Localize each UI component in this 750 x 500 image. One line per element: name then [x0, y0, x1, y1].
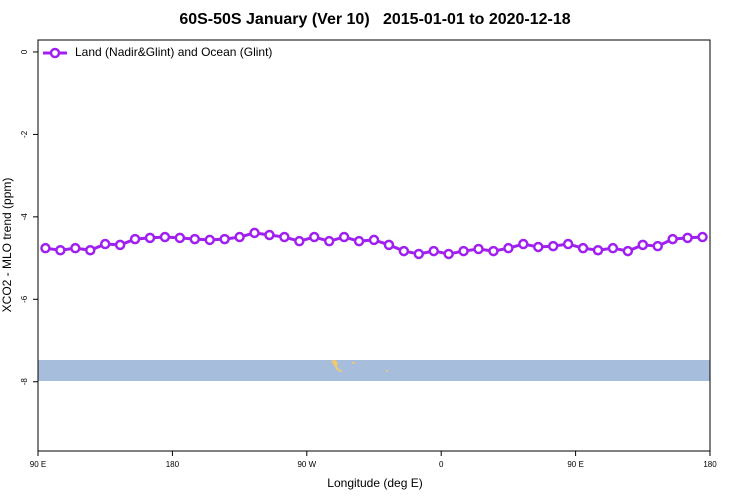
point: [85, 244, 96, 256]
point: [234, 231, 245, 243]
point: [159, 231, 171, 243]
point: [309, 231, 320, 243]
point: [55, 244, 66, 256]
point: [40, 242, 51, 254]
point: [503, 242, 514, 254]
point: [682, 232, 693, 244]
point: [383, 239, 395, 251]
plot-frame: [37, 39, 711, 452]
point: [294, 235, 305, 247]
y-axis-label: XCO2 - MLO trend (ppm): [0, 178, 14, 313]
legend-marker: [49, 47, 61, 59]
point: [622, 245, 634, 257]
map-land: [331, 360, 343, 372]
point: [114, 239, 126, 251]
point: [129, 233, 141, 245]
point: [577, 242, 589, 254]
point: [652, 240, 663, 252]
legend-label: Land (Nadir&Glint) and Ocean (Glint): [75, 45, 272, 59]
point: [323, 235, 335, 247]
x-axis-label: Longitude (deg E): [327, 476, 422, 490]
point: [189, 233, 201, 245]
point: [219, 233, 230, 245]
point: [413, 248, 425, 260]
point: [458, 245, 469, 257]
point: [547, 240, 559, 252]
point: [144, 232, 156, 244]
point: [518, 238, 529, 250]
point: [353, 235, 365, 247]
point: [607, 242, 619, 254]
point: [428, 245, 439, 257]
y-tick-label: -4: [20, 213, 29, 221]
point: [562, 238, 574, 250]
point: [249, 227, 260, 239]
y-tick-label: -8: [20, 378, 29, 386]
x-tick-label: 90 W: [297, 460, 316, 469]
point: [592, 244, 604, 256]
y-tick-label: -6: [20, 295, 29, 303]
point: [279, 231, 290, 243]
point: [488, 245, 499, 257]
x-tick-label: 90 E: [567, 460, 583, 469]
x-tick-label: 0: [439, 460, 444, 469]
point: [70, 242, 81, 254]
x-tick-label: 180: [166, 460, 180, 469]
x-tick-label: 90 E: [30, 460, 46, 469]
point: [667, 233, 678, 245]
point: [338, 231, 350, 243]
y-tick-label: 0: [20, 49, 29, 54]
point: [368, 234, 380, 246]
point: [264, 229, 275, 241]
point: [473, 243, 484, 255]
map-land: [352, 362, 355, 364]
point: [697, 231, 708, 243]
point: [174, 232, 186, 244]
point: [443, 248, 454, 260]
y-tick-label: -2: [20, 130, 29, 138]
point: [398, 245, 410, 257]
point: [204, 234, 215, 246]
point: [637, 239, 649, 251]
point: [533, 241, 544, 253]
map-strip: [38, 360, 710, 381]
map-land: [386, 370, 388, 372]
chart-title: 60S-50S January (Ver 10) 2015-01-01 to 2…: [179, 11, 570, 28]
x-tick-label: 180: [703, 460, 717, 469]
point: [99, 238, 111, 250]
